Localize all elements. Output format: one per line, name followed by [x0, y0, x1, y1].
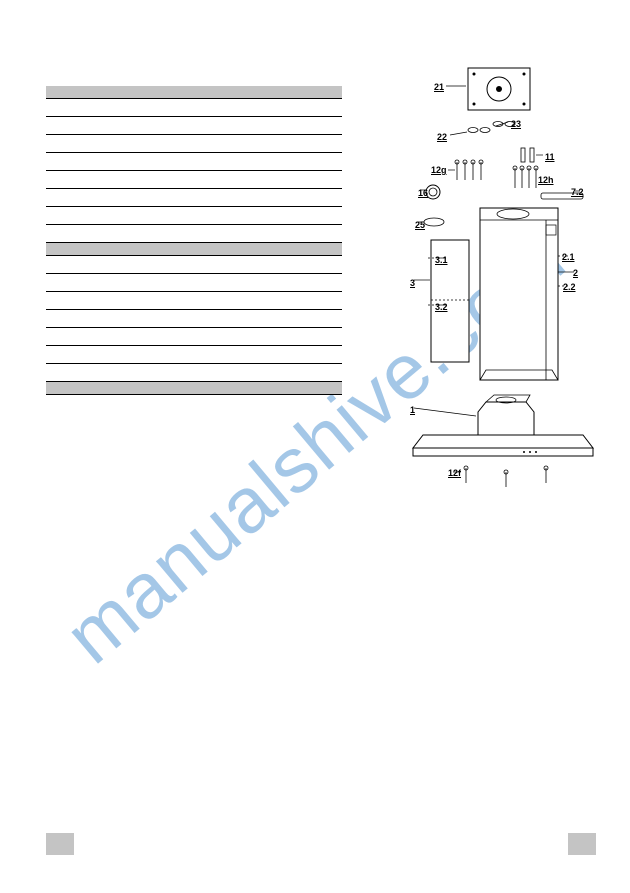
table-row — [46, 153, 342, 171]
table-section-header — [46, 382, 342, 395]
part-label: 12g — [431, 165, 447, 175]
parts-table — [46, 78, 342, 395]
exploded-diagram: 21 23 22 11 12g 12h 16 7.2 25 2.1 2 3.1 … — [358, 60, 598, 490]
part-label: 25 — [415, 220, 425, 230]
part-label: 23 — [511, 119, 521, 129]
table-row — [46, 292, 342, 310]
part-label: 2 — [573, 268, 578, 278]
part-label: 2.2 — [563, 282, 576, 292]
table-row — [46, 346, 342, 364]
table-row — [46, 256, 342, 274]
part-label: 21 — [434, 82, 444, 92]
part-label: 12h — [538, 175, 554, 185]
footer-page-bar-right — [568, 833, 596, 855]
part-label: 3 — [410, 278, 415, 288]
table-row — [46, 135, 342, 153]
part-label: 22 — [437, 132, 447, 142]
table-row — [46, 364, 342, 382]
part-label: 1 — [410, 405, 415, 415]
part-label: 3.2 — [435, 302, 448, 312]
table-row — [46, 189, 342, 207]
table-row — [46, 117, 342, 135]
part-label: 2.1 — [562, 252, 575, 262]
table-row — [46, 171, 342, 189]
table-row — [46, 328, 342, 346]
table-row — [46, 274, 342, 292]
part-label: 11 — [545, 152, 555, 162]
table-section-header — [46, 86, 342, 99]
table-section-header — [46, 243, 342, 256]
part-label: 12f — [448, 468, 461, 478]
part-label: 3.1 — [435, 255, 448, 265]
part-label: 16 — [418, 188, 428, 198]
table-row — [46, 99, 342, 117]
table-row — [46, 310, 342, 328]
part-label: 7.2 — [571, 187, 584, 197]
diagram-svg — [358, 60, 598, 490]
table-row — [46, 225, 342, 243]
table-row — [46, 207, 342, 225]
footer-page-bar-left — [46, 833, 74, 855]
